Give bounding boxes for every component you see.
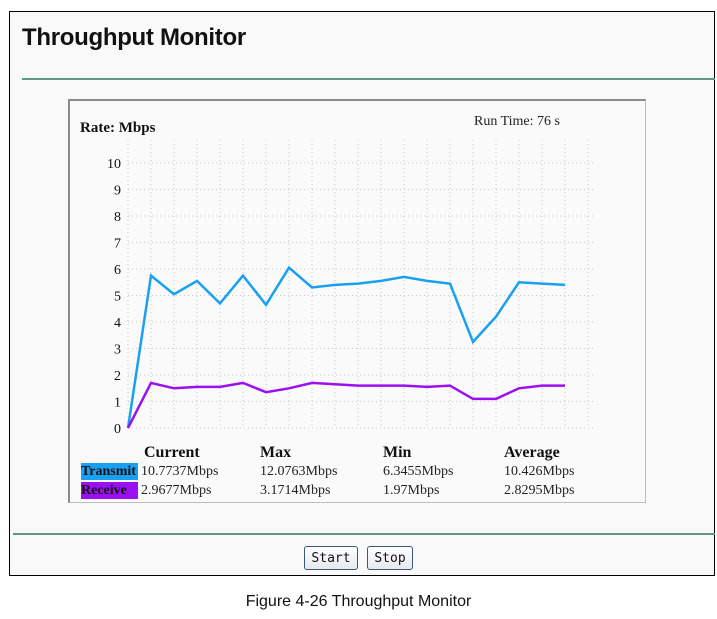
run-time-label: Run Time: bbox=[474, 114, 534, 129]
transmit-min: 6.3455Mbps bbox=[383, 464, 454, 479]
y-tick-label: 6 bbox=[114, 263, 121, 278]
y-tick-label: 8 bbox=[114, 210, 121, 225]
series-line-receive bbox=[126, 381, 565, 429]
y-tick-label: 1 bbox=[114, 396, 121, 411]
y-tick-label: 4 bbox=[114, 316, 121, 331]
throughput-chart bbox=[68, 99, 646, 503]
transmit-current: 10.7737Mbps bbox=[141, 464, 219, 479]
transmit-average: 10.426Mbps bbox=[504, 464, 575, 479]
title-divider bbox=[22, 78, 715, 80]
receive-average: 2.8295Mbps bbox=[504, 483, 575, 498]
y-tick-label: 9 bbox=[114, 184, 121, 199]
figure-caption: Figure 4-26 Throughput Monitor bbox=[245, 593, 472, 610]
run-time: Run Time: 76 s bbox=[474, 114, 560, 130]
receive-min: 1.97Mbps bbox=[383, 483, 440, 498]
receive-current: 2.9677Mbps bbox=[141, 483, 212, 498]
legend-transmit: Transmit bbox=[81, 463, 138, 480]
y-tick-label: 7 bbox=[114, 237, 121, 252]
rate-unit-label: Rate: Mbps bbox=[80, 120, 156, 136]
y-tick-label: 5 bbox=[114, 290, 121, 305]
y-tick-label: 2 bbox=[114, 369, 121, 384]
y-tick-label: 10 bbox=[107, 157, 121, 172]
col-header-average: Average bbox=[504, 444, 560, 461]
col-header-current: Current bbox=[144, 444, 200, 461]
button-divider bbox=[13, 533, 715, 535]
y-tick-label: 0 bbox=[114, 422, 121, 437]
start-button[interactable]: Start bbox=[304, 546, 358, 570]
page-title: Throughput Monitor bbox=[22, 24, 246, 51]
col-header-max: Max bbox=[260, 444, 292, 461]
stop-button[interactable]: Stop bbox=[367, 546, 413, 570]
transmit-max: 12.0763Mbps bbox=[260, 464, 338, 479]
y-tick-label: 3 bbox=[114, 343, 121, 358]
col-header-min: Min bbox=[383, 444, 412, 461]
legend-receive: Receive bbox=[81, 482, 138, 499]
series-line-transmit bbox=[126, 265, 566, 429]
receive-max: 3.1714Mbps bbox=[260, 483, 331, 498]
run-time-value: 76 s bbox=[537, 114, 560, 129]
